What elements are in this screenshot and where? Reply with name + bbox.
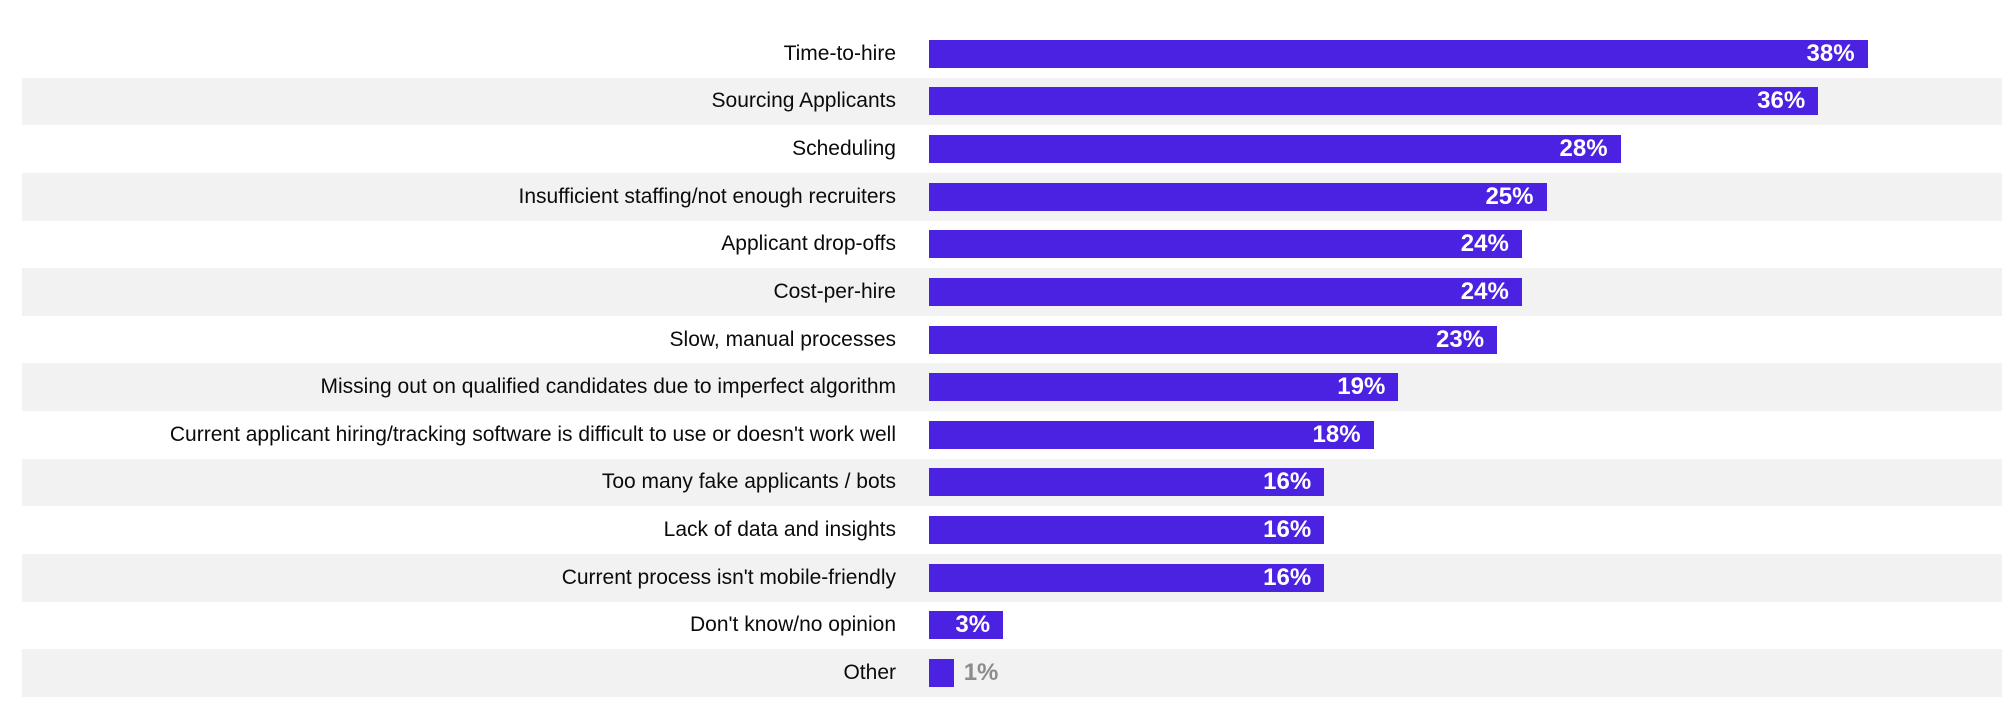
value-label: 16%	[1263, 468, 1312, 496]
value-label: 1%	[963, 658, 999, 686]
value-label: 36%	[1757, 87, 1806, 115]
chart-row: Slow, manual processes 23%	[0, 316, 2002, 364]
category-label: Scheduling	[792, 137, 896, 161]
chart-row: Current applicant hiring/tracking softwa…	[0, 411, 2002, 459]
category-label: Sourcing Applicants	[711, 89, 896, 113]
row-stripe	[22, 649, 2002, 697]
chart-row: Current process isn't mobile-friendly 16%	[0, 553, 2002, 602]
category-label: Lack of data and insights	[663, 518, 896, 542]
value-label: 23%	[1436, 325, 1485, 353]
value-label: 16%	[1263, 516, 1312, 544]
value-label: 38%	[1806, 39, 1855, 67]
category-label: Applicant drop-offs	[721, 232, 896, 256]
bar: 19%	[929, 373, 1399, 402]
bar: 25%	[929, 182, 1547, 211]
category-label: Insufficient staffing/not enough recruit…	[518, 184, 896, 208]
chart-row: Sourcing Applicants 36%	[0, 77, 2002, 126]
bar: 16%	[929, 563, 1325, 592]
category-label: Cost-per-hire	[773, 279, 896, 303]
category-label: Current applicant hiring/tracking softwa…	[169, 422, 896, 446]
category-label: Too many fake applicants / bots	[601, 470, 896, 494]
bar: 38%	[929, 39, 1868, 68]
chart-row: Insufficient staffing/not enough recruit…	[0, 172, 2002, 221]
chart-row: Don't know/no opinion 3%	[0, 602, 2002, 650]
value-label: 3%	[955, 611, 991, 639]
value-label: 25%	[1485, 182, 1534, 210]
category-label: Don't know/no opinion	[690, 613, 896, 637]
chart-row: Other 1%	[0, 649, 2002, 697]
bar: 23%	[929, 325, 1498, 354]
chart-row: Time-to-hire 38%	[0, 30, 2002, 78]
value-label: 16%	[1263, 563, 1312, 591]
value-label: 28%	[1559, 135, 1608, 163]
bar: 24%	[929, 230, 1522, 259]
chart-row: Missing out on qualified candidates due …	[0, 363, 2002, 411]
chart-row: Applicant drop-offs 24%	[0, 221, 2002, 269]
value-label: 24%	[1460, 277, 1509, 305]
bar: 18%	[929, 420, 1374, 449]
bar: 3%	[929, 611, 1004, 640]
chart-row: Cost-per-hire 24%	[0, 268, 2002, 316]
bar: 16%	[929, 516, 1325, 545]
category-label: Slow, manual processes	[669, 327, 896, 351]
category-label: Other	[843, 660, 896, 684]
bar	[929, 658, 954, 687]
bar: 16%	[929, 468, 1325, 497]
bar-chart: Time-to-hire 38% Sourcing Applicants 36% Sch…	[0, 30, 2002, 697]
value-label: 19%	[1337, 373, 1386, 401]
category-label: Time-to-hire	[783, 41, 896, 65]
chart-row: Scheduling 28%	[0, 125, 2002, 173]
chart-row: Lack of data and insights 16%	[0, 506, 2002, 554]
value-label: 24%	[1460, 230, 1509, 258]
bar: 24%	[929, 277, 1522, 306]
category-label: Missing out on qualified candidates due …	[320, 375, 897, 399]
bar: 36%	[929, 87, 1819, 116]
bar: 28%	[929, 135, 1621, 164]
value-label: 18%	[1312, 420, 1361, 448]
category-label: Current process isn't mobile-friendly	[561, 565, 896, 589]
chart-row: Too many fake applicants / bots 16%	[0, 458, 2002, 507]
